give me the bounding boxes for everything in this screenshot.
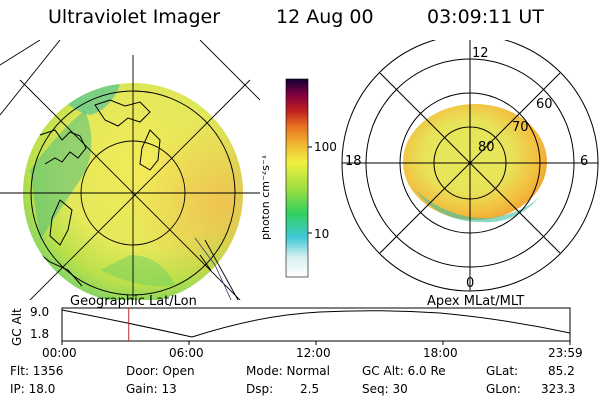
gain-value: Gain: 13 xyxy=(126,382,177,396)
apex-polar-panel xyxy=(341,40,599,292)
altitude-plot-frame xyxy=(61,307,571,342)
apex-panel-label: Apex MLat/MLT xyxy=(427,294,525,309)
mlat-label-70: 70 xyxy=(512,120,529,135)
mlt-label-12: 12 xyxy=(472,46,489,61)
color-scale-tick-10: 10 xyxy=(314,227,330,241)
door-status: Door: Open xyxy=(126,364,195,378)
instrument-title: Ultraviolet Imager xyxy=(48,6,221,28)
mode-value: Mode: Normal xyxy=(246,364,330,378)
xtick-0000: 00:00 xyxy=(42,346,77,360)
geo-panel-label: Geographic Lat/Lon xyxy=(70,294,197,309)
terminator-line xyxy=(194,237,232,300)
auroral-oval xyxy=(403,104,547,220)
altitude-plot xyxy=(61,307,571,345)
mlt-label-18: 18 xyxy=(345,154,362,169)
xtick-1200: 12:00 xyxy=(296,346,331,360)
sequence-number: Seq: 30 xyxy=(362,382,408,396)
altitude-curve xyxy=(61,309,571,338)
ip-value: IP: 18.0 xyxy=(10,382,56,396)
mlt-label-6: 6 xyxy=(580,154,589,169)
flight-number: Flt: 1356 xyxy=(10,364,64,378)
mlt-label-0: 0 xyxy=(466,276,475,291)
glon-value: 323.3 xyxy=(541,382,576,396)
xtick-0600: 06:00 xyxy=(169,346,204,360)
altitude-y-label: GC Alt xyxy=(10,308,24,346)
xtick-2359: 23:59 xyxy=(548,346,583,360)
glon-label: GLon: xyxy=(486,382,521,396)
xtick-1800: 18:00 xyxy=(423,346,458,360)
time-label: 03:09:11 UT xyxy=(427,6,544,28)
color-scale-tick-100: 100 xyxy=(314,140,337,154)
geographic-map-panel xyxy=(0,40,260,300)
altitude-ytick-bottom: 1.8 xyxy=(30,327,50,341)
mlat-label-80: 80 xyxy=(478,140,495,155)
dsp-label: Dsp: xyxy=(246,382,274,396)
color-scale-unit-label: photon cm⁻²s⁻¹ xyxy=(262,155,272,240)
color-scale-bar xyxy=(285,78,309,278)
gc-altitude: GC Alt: 6.0 Re xyxy=(362,364,446,378)
glat-value: 85.2 xyxy=(548,364,575,378)
color-scale: photon cm⁻²s⁻¹ xyxy=(262,78,312,278)
glat-label: GLat: xyxy=(486,364,519,378)
mlat-label-60: 60 xyxy=(536,97,553,112)
dsp-value: 2.5 xyxy=(300,382,320,396)
altitude-ytick-top: 9.0 xyxy=(30,305,50,319)
date-label: 12 Aug 00 xyxy=(276,6,374,28)
lat-lon-grid xyxy=(0,40,260,300)
mlat-mlt-grid xyxy=(341,40,599,292)
